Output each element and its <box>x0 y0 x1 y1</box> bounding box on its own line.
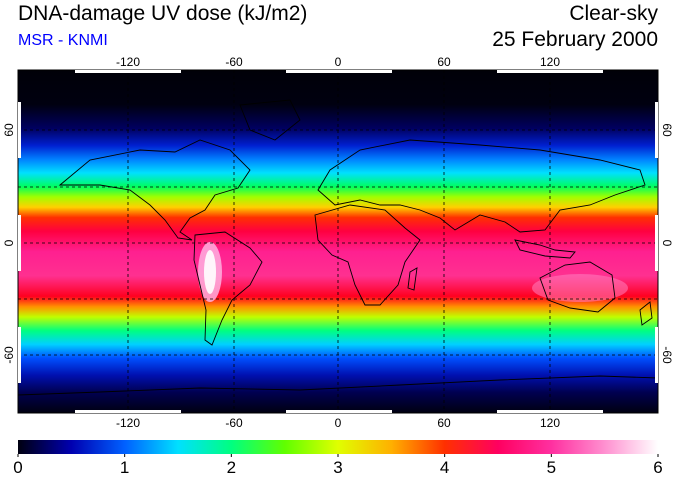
colorbar-tick-label: 6 <box>653 458 663 477</box>
lat-tick-right: 0 <box>660 240 674 247</box>
lat-tick-right: 60 <box>660 123 674 137</box>
lon-tick-bottom: 60 <box>437 416 451 430</box>
australia-hotspot <box>532 274 628 302</box>
condition-label: Clear-sky <box>569 2 658 25</box>
colorbar-tick-label: 0 <box>13 458 23 477</box>
colorbar-tick-label: 2 <box>226 458 237 477</box>
lon-tick-top: -120 <box>116 55 140 69</box>
lat-tick-left: 0 <box>2 239 16 246</box>
date-label: 25 February 2000 <box>492 28 658 51</box>
colorbar-tick-label: 4 <box>439 458 450 477</box>
colorbar-tick-label: 5 <box>546 458 557 477</box>
chart-title: DNA-damage UV dose (kJ/m2) <box>18 2 308 25</box>
colorbar-tick-label: 1 <box>119 458 130 477</box>
lon-tick-bottom: -60 <box>225 416 243 430</box>
coastlines <box>18 99 658 396</box>
lat-tick-left: 60 <box>2 123 16 137</box>
frame-ticks <box>18 70 658 413</box>
lon-tick-bottom: 120 <box>540 416 560 430</box>
lon-tick-top: 120 <box>540 55 560 69</box>
lon-tick-bottom: 0 <box>335 416 342 430</box>
gridlines <box>18 70 658 413</box>
colorbar <box>17 440 659 457</box>
lat-tick-right: -60 <box>660 346 674 364</box>
andes-core <box>204 250 216 294</box>
chart-subtitle: MSR - KNMI <box>18 32 108 49</box>
lon-tick-top: 0 <box>335 55 342 69</box>
lon-tick-bottom: -120 <box>116 416 140 430</box>
uv-field <box>18 70 658 413</box>
lat-tick-left: -60 <box>2 346 16 364</box>
colorbar-tick-label: 3 <box>333 458 343 477</box>
colorbar-gradient <box>18 440 658 454</box>
lon-tick-top: -60 <box>225 55 243 69</box>
lon-tick-top: 60 <box>437 55 451 69</box>
